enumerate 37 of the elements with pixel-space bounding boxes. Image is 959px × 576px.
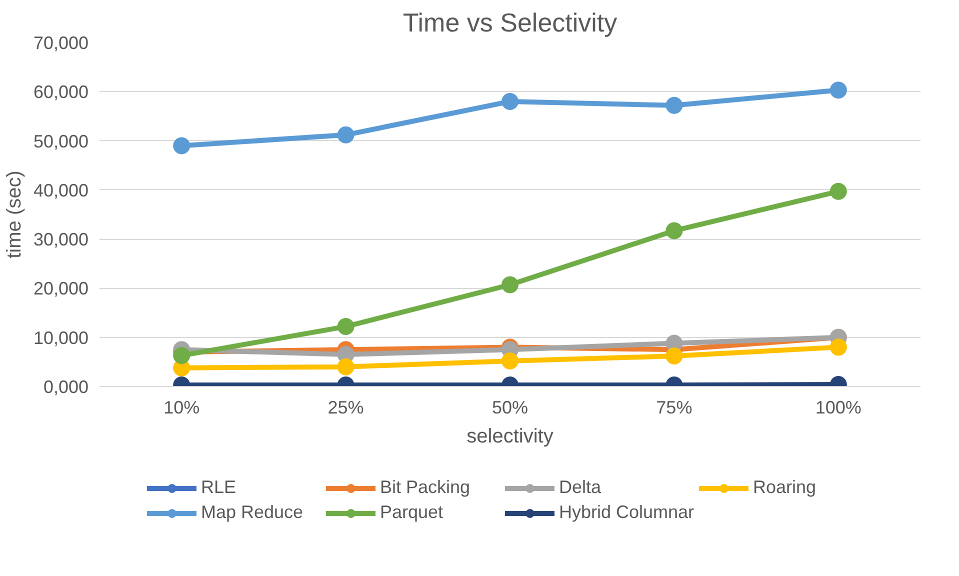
point (173, 137, 190, 154)
x-axis-title: selectivity (466, 426, 554, 448)
y-tick-label: 60,000 (33, 82, 89, 102)
point (666, 222, 683, 240)
legend-label: Bit Packing (380, 477, 472, 498)
point (502, 352, 518, 370)
y-tick-label: 50,000 (33, 131, 89, 152)
x-tick-label: 75% (656, 398, 692, 418)
point (666, 348, 683, 365)
point (830, 338, 847, 356)
point (337, 126, 354, 144)
point (337, 358, 354, 376)
x-tick-label: 10% (164, 398, 200, 418)
y-tick-label: 20,000 (33, 278, 89, 299)
point (173, 347, 190, 364)
y-tick-label: 40,000 (33, 180, 89, 200)
x-tick-label: 100% (815, 398, 862, 418)
point (830, 182, 847, 200)
x-tick-label: 50% (492, 398, 528, 418)
legend-label: RLE (200, 477, 237, 498)
chart-title: Time vs Selectivity (402, 8, 618, 38)
point (337, 318, 354, 336)
y-tick-label: 10,000 (33, 328, 89, 348)
y-tick-label: 0,000 (43, 377, 89, 397)
point (502, 276, 518, 294)
legend-label: Parquet (380, 502, 444, 523)
point (830, 82, 847, 99)
point (666, 96, 683, 114)
y-axis-title: time (sec) (3, 170, 26, 258)
x-tick-label: 25% (328, 398, 364, 418)
legend-label: Map Reduce (200, 502, 304, 523)
legend-label: Delta (558, 477, 602, 498)
legend-label: Roaring (753, 477, 818, 498)
point (502, 92, 518, 110)
legend-label: Hybrid Columnar (558, 502, 694, 523)
y-tick-label: 70,000 (33, 33, 89, 53)
y-tick-label: 30,000 (33, 230, 89, 250)
